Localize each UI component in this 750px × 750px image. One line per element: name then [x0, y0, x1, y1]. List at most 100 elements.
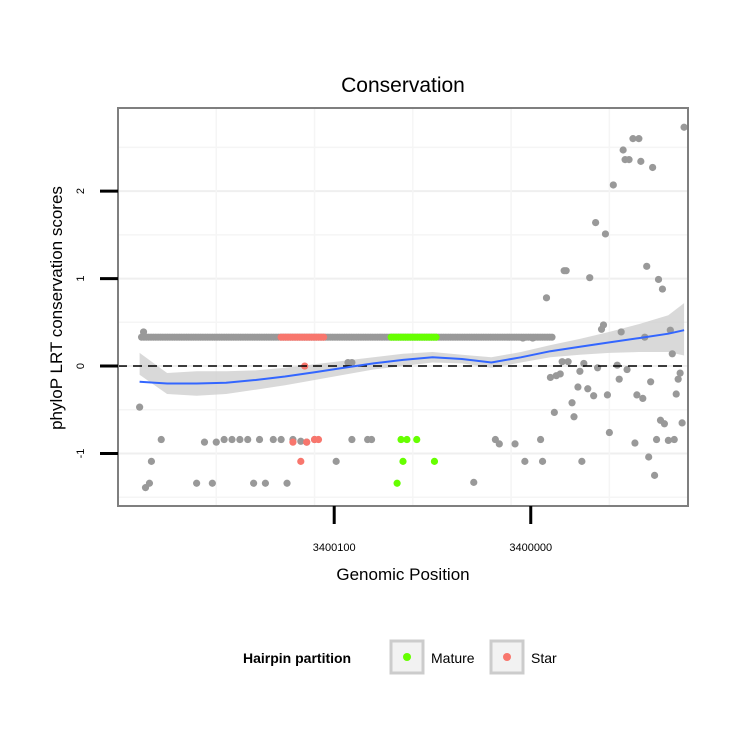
- data-point-other: [367, 435, 376, 444]
- data-point-other: [193, 479, 201, 487]
- y-tick-label: 0: [75, 363, 87, 369]
- data-point-other: [568, 399, 576, 407]
- data-point-star: [297, 457, 305, 465]
- legend-label-mature: Mature: [431, 650, 475, 666]
- data-point-mature: [432, 333, 440, 341]
- y-tick-label: -1: [75, 449, 87, 459]
- data-point-other: [556, 370, 564, 378]
- chart-title: Conservation: [341, 74, 465, 97]
- data-point-other: [136, 403, 144, 411]
- data-point-other: [546, 373, 555, 382]
- data-point-other: [564, 358, 572, 366]
- data-point-other: [558, 358, 566, 366]
- axes: -1 0 1 2 3400100 3400000: [75, 188, 552, 554]
- data-point-other: [145, 479, 154, 487]
- data-point-other: [519, 334, 527, 342]
- data-point-other: [208, 479, 216, 487]
- data-point-other: [601, 230, 610, 238]
- data-point-other: [536, 435, 545, 444]
- data-point-mature: [403, 435, 411, 444]
- data-point-other: [576, 367, 584, 375]
- data-point-other: [617, 328, 625, 336]
- data-point-other: [261, 479, 270, 487]
- x-tick-label: 3400100: [313, 542, 356, 554]
- data-point-other: [521, 457, 529, 465]
- data-point-other: [676, 369, 684, 377]
- data-point-other: [297, 437, 305, 445]
- data-point-other: [550, 408, 558, 417]
- legend-title: Hairpin partition: [243, 650, 351, 666]
- data-point-mature: [393, 479, 401, 487]
- plot-border: [117, 107, 689, 507]
- data-point-other: [344, 358, 352, 367]
- data-point-other: [660, 420, 669, 428]
- data-point-other: [613, 361, 621, 369]
- data-point-other: [639, 394, 647, 403]
- data-point-other: [625, 156, 633, 164]
- data-point-other: [649, 163, 657, 172]
- data-point-other: [647, 378, 655, 386]
- data-point-other: [670, 435, 678, 444]
- data-point-star: [319, 333, 328, 341]
- data-point-other: [200, 438, 209, 446]
- data-point-other: [664, 436, 672, 444]
- data-point-other: [283, 479, 291, 487]
- data-point-other: [570, 413, 578, 421]
- data-point-other: [220, 435, 228, 444]
- data-point-other: [470, 478, 478, 486]
- grid-lines: [117, 108, 688, 506]
- data-point-other: [623, 365, 631, 374]
- data-point-other: [511, 440, 519, 448]
- data-point-other: [637, 157, 645, 165]
- data-point-other: [255, 435, 264, 444]
- data-point-other: [680, 123, 688, 131]
- legend-swatch-star: [503, 653, 511, 661]
- data-point-other: [635, 135, 643, 143]
- data-point-other: [529, 334, 537, 342]
- data-point-mature: [413, 435, 421, 444]
- data-point-other: [580, 359, 588, 368]
- data-point-other: [633, 391, 641, 399]
- data-point-other: [672, 390, 680, 398]
- data-point-other: [643, 262, 651, 270]
- data-point-other: [228, 435, 236, 444]
- smooth-confidence-band: [139, 303, 685, 396]
- data-point-other: [147, 457, 156, 465]
- data-point-other: [586, 274, 594, 282]
- x-axis-label: Genomic Position: [336, 565, 469, 584]
- data-point-other: [562, 267, 570, 275]
- data-point-other: [332, 457, 340, 465]
- data-point-other: [658, 285, 667, 293]
- data-point-other: [674, 375, 682, 383]
- data-point-other: [631, 439, 639, 447]
- legend: Hairpin partition Mature Star: [243, 639, 557, 675]
- data-point-other: [590, 392, 598, 400]
- confidence-band: [139, 303, 685, 396]
- data-point-star: [289, 438, 297, 446]
- data-point-other: [574, 383, 582, 391]
- data-point-other: [668, 350, 676, 358]
- data-point-other: [652, 435, 661, 444]
- data-point-other: [269, 435, 277, 444]
- data-point-other: [605, 428, 613, 437]
- legend-swatch-mature: [403, 653, 411, 661]
- data-point-star: [303, 438, 311, 446]
- data-point-other: [619, 146, 627, 154]
- x-tick-label: 3400000: [509, 542, 552, 554]
- smooth-line: [139, 329, 685, 385]
- data-point-other: [212, 438, 220, 446]
- data-point-other: [495, 440, 503, 448]
- data-point-other: [348, 435, 356, 444]
- data-point-star: [314, 435, 323, 444]
- data-point-mature: [430, 457, 439, 465]
- data-point-other: [650, 471, 659, 479]
- y-axis-label: phyloP LRT conservation scores: [47, 186, 66, 430]
- data-point-mature: [399, 457, 407, 465]
- data-point-other: [629, 135, 637, 143]
- y-tick-label: 2: [75, 188, 87, 194]
- data-point-other: [157, 435, 165, 444]
- data-point-other: [277, 435, 285, 444]
- data-point-other: [615, 375, 623, 383]
- lines-layer: [118, 329, 688, 385]
